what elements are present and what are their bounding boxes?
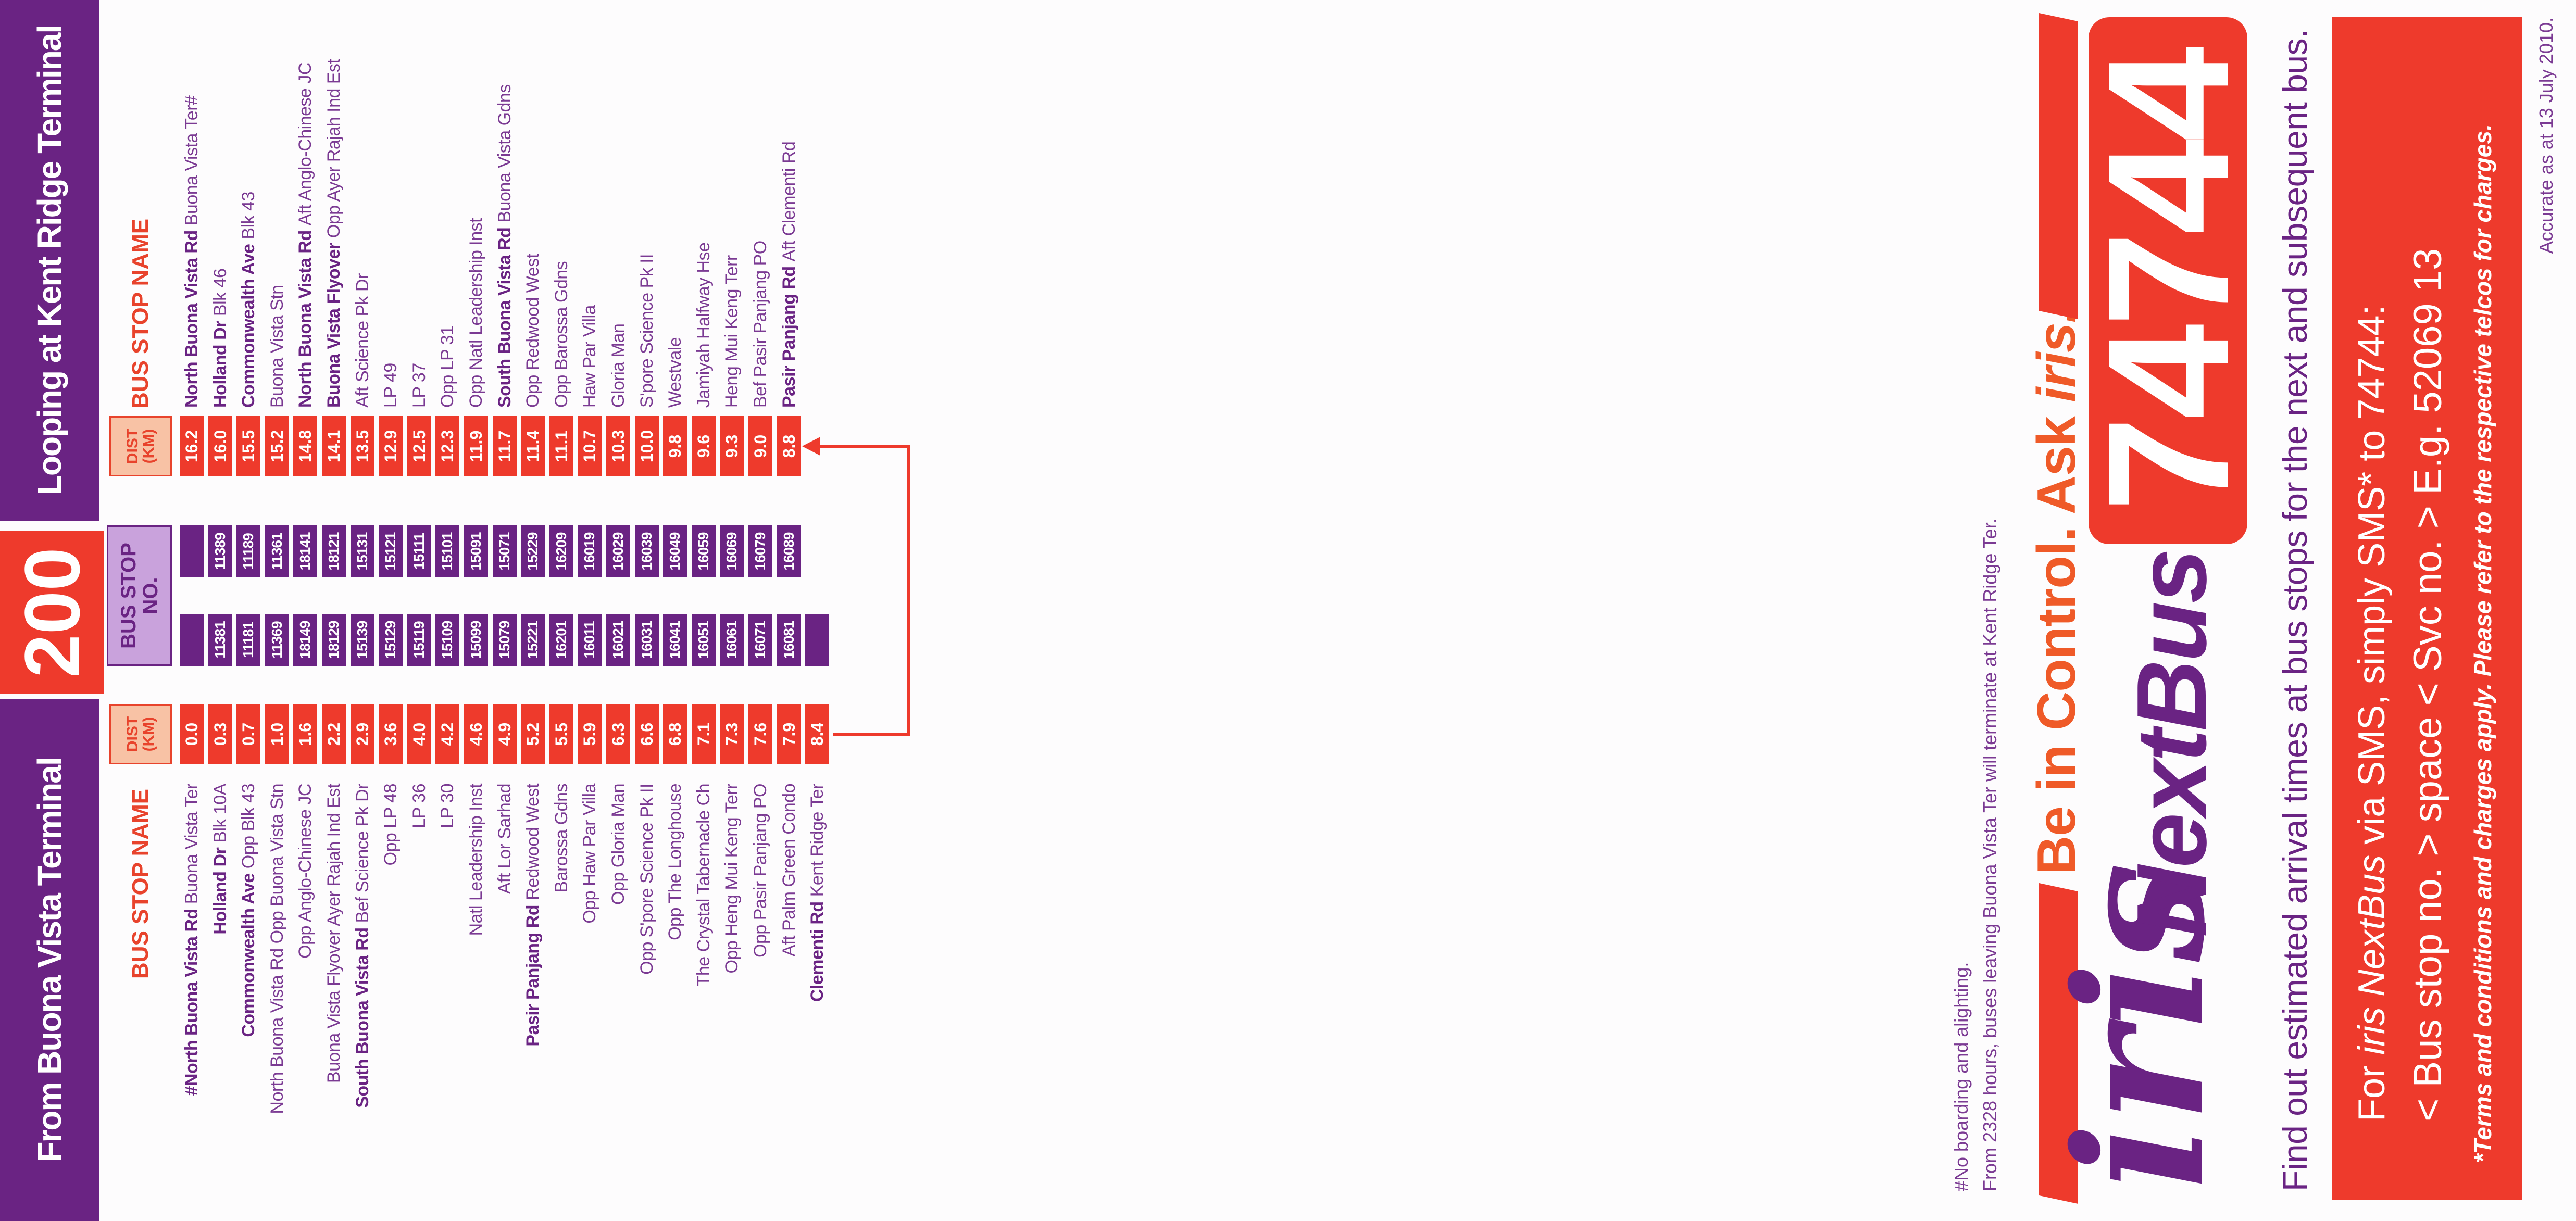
loop-arrow — [802, 437, 910, 736]
logo-nextbus: NextBus — [2117, 550, 2227, 937]
note: #No boarding and alighting. — [1950, 962, 1972, 1191]
sms-text: via SMS, simply SMS* to 74744: — [2351, 305, 2393, 855]
terms: *Terms and conditions and charges apply.… — [2469, 124, 2496, 1163]
sms-instruction: For iris NextBus via SMS, simply SMS* to… — [2350, 305, 2393, 1122]
sms-brand: iris NextBus — [2351, 854, 2393, 1055]
accuracy-note: Accurate as at 13 July 2010. — [2535, 17, 2557, 254]
sms-text: For — [2351, 1054, 2393, 1122]
description: Find out estimated arrival times at bus … — [2275, 29, 2314, 1191]
sms-format: < Bus stop no. > space < Svc no. > E.g. … — [2406, 248, 2450, 1122]
arrow-line — [812, 445, 910, 736]
arrow-head — [802, 437, 820, 456]
sms-number: 74744 — [2072, 17, 2264, 544]
sms-panel: For iris NextBus via SMS, simply SMS* to… — [2332, 17, 2522, 1200]
note: From 2328 hours, buses leaving Buona Vis… — [1979, 518, 2000, 1191]
